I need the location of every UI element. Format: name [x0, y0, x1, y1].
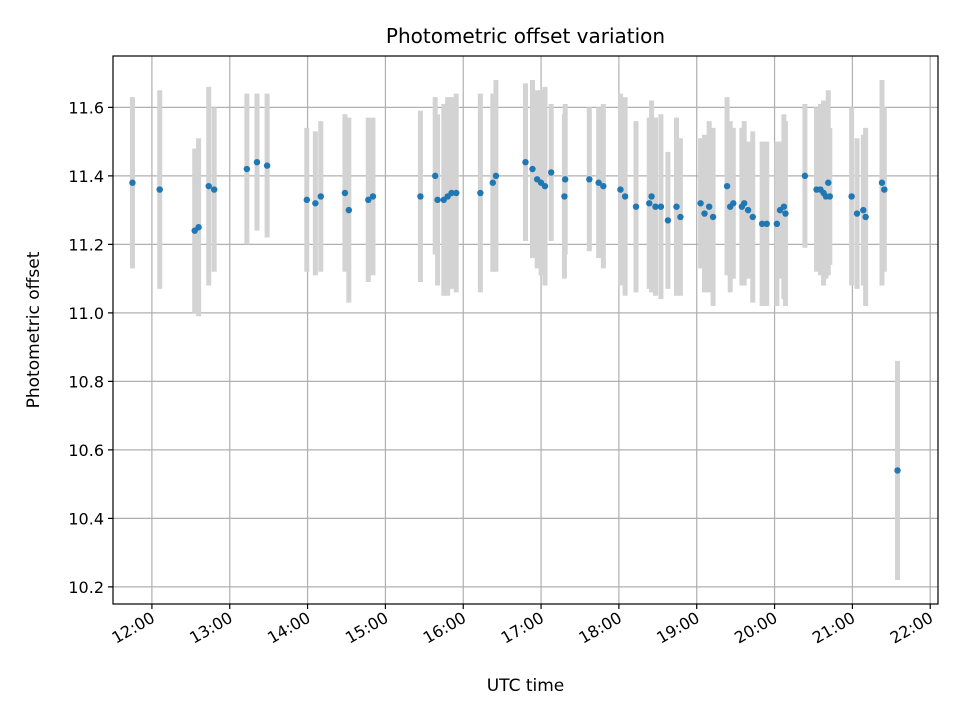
data-point: [878, 179, 886, 186]
data-point: [881, 186, 888, 193]
x-tick-label: 15:00: [342, 608, 391, 648]
data-point: [705, 203, 713, 210]
x-tick-label: 20:00: [731, 608, 780, 648]
data-point: [243, 165, 251, 173]
y-tick-label: 11.6: [68, 98, 104, 117]
data-point: [561, 176, 569, 183]
data-point: [600, 182, 607, 190]
x-tick-label: 19:00: [653, 608, 702, 648]
error-bars: [129, 79, 901, 581]
data-point: [541, 182, 549, 190]
data-point: [156, 186, 163, 193]
y-tick-label: 10.8: [68, 372, 104, 391]
data-point: [749, 213, 756, 221]
data-point: [652, 203, 659, 210]
data-point: [894, 467, 901, 474]
data-point: [741, 200, 748, 207]
data-point: [701, 210, 708, 217]
data-point: [345, 206, 353, 214]
data-point: [595, 179, 602, 186]
data-point: [453, 189, 460, 197]
data-point: [677, 213, 684, 221]
data-point: [848, 193, 855, 200]
data-point: [586, 176, 593, 183]
x-tick-label: 22:00: [887, 608, 936, 648]
data-point: [862, 213, 869, 221]
y-tick-label: 11.4: [68, 167, 104, 186]
y-tick-label: 10.4: [68, 509, 104, 528]
data-points: [129, 158, 901, 474]
x-tick-label: 16:00: [420, 608, 469, 648]
data-point: [210, 186, 218, 193]
data-point: [853, 210, 861, 217]
data-point: [434, 196, 441, 204]
x-axis: 12:00 13:00 14:00 15:00 16:00 17:00 18:00 19:00…: [108, 604, 936, 648]
chart-title: Photometric offset variation: [386, 24, 665, 48]
data-point: [522, 158, 529, 166]
data-point: [860, 206, 867, 214]
y-axis: 10.2 10.4 10.6 10.8 11.0 11.2 11.4 11.6: [68, 98, 113, 597]
data-point: [646, 200, 653, 207]
data-point: [632, 203, 640, 210]
data-point: [129, 179, 136, 186]
x-tick-label: 17:00: [498, 608, 547, 648]
data-point: [723, 182, 731, 190]
y-tick-label: 11.0: [68, 304, 104, 323]
data-point: [617, 186, 624, 193]
data-point: [263, 162, 271, 169]
data-point: [744, 206, 752, 214]
y-tick-label: 10.2: [68, 578, 104, 597]
data-point: [782, 210, 789, 217]
data-point: [432, 172, 439, 180]
data-point: [547, 169, 555, 176]
y-axis-label: Photometric offset: [24, 251, 44, 408]
x-tick-label: 14:00: [264, 608, 313, 648]
data-point: [195, 224, 202, 231]
data-point: [773, 220, 781, 228]
x-tick-label: 21:00: [809, 608, 858, 648]
data-point: [758, 220, 766, 228]
data-point: [369, 193, 377, 200]
data-point: [303, 196, 310, 204]
x-tick-label: 18:00: [575, 608, 624, 648]
data-point: [489, 179, 497, 186]
data-point: [709, 213, 717, 221]
data-point: [365, 196, 372, 204]
data-point: [657, 203, 665, 210]
x-axis-label: UTC time: [487, 676, 565, 696]
data-point: [477, 189, 484, 197]
y-tick-label: 11.2: [68, 235, 104, 254]
x-tick-label: 13:00: [186, 608, 235, 648]
data-point: [312, 200, 319, 207]
data-point: [826, 193, 834, 200]
data-point: [780, 203, 788, 210]
data-point: [621, 193, 629, 200]
data-point: [341, 189, 349, 197]
data-point: [253, 158, 261, 166]
plot-area: [112, 55, 939, 605]
data-point: [205, 182, 212, 190]
data-point: [529, 165, 536, 173]
y-tick-label: 10.6: [68, 441, 104, 460]
x-tick-label: 12:00: [108, 608, 157, 648]
data-point: [825, 179, 832, 186]
data-point: [492, 172, 500, 180]
data-point: [697, 200, 704, 207]
data-point: [417, 193, 424, 200]
data-point: [763, 220, 770, 228]
data-point: [448, 189, 455, 197]
data-point: [561, 193, 568, 200]
data-point: [801, 172, 809, 180]
data-point: [664, 217, 672, 224]
data-point: [673, 203, 680, 210]
data-point: [730, 200, 737, 207]
data-point: [317, 193, 325, 200]
data-point: [648, 193, 655, 200]
